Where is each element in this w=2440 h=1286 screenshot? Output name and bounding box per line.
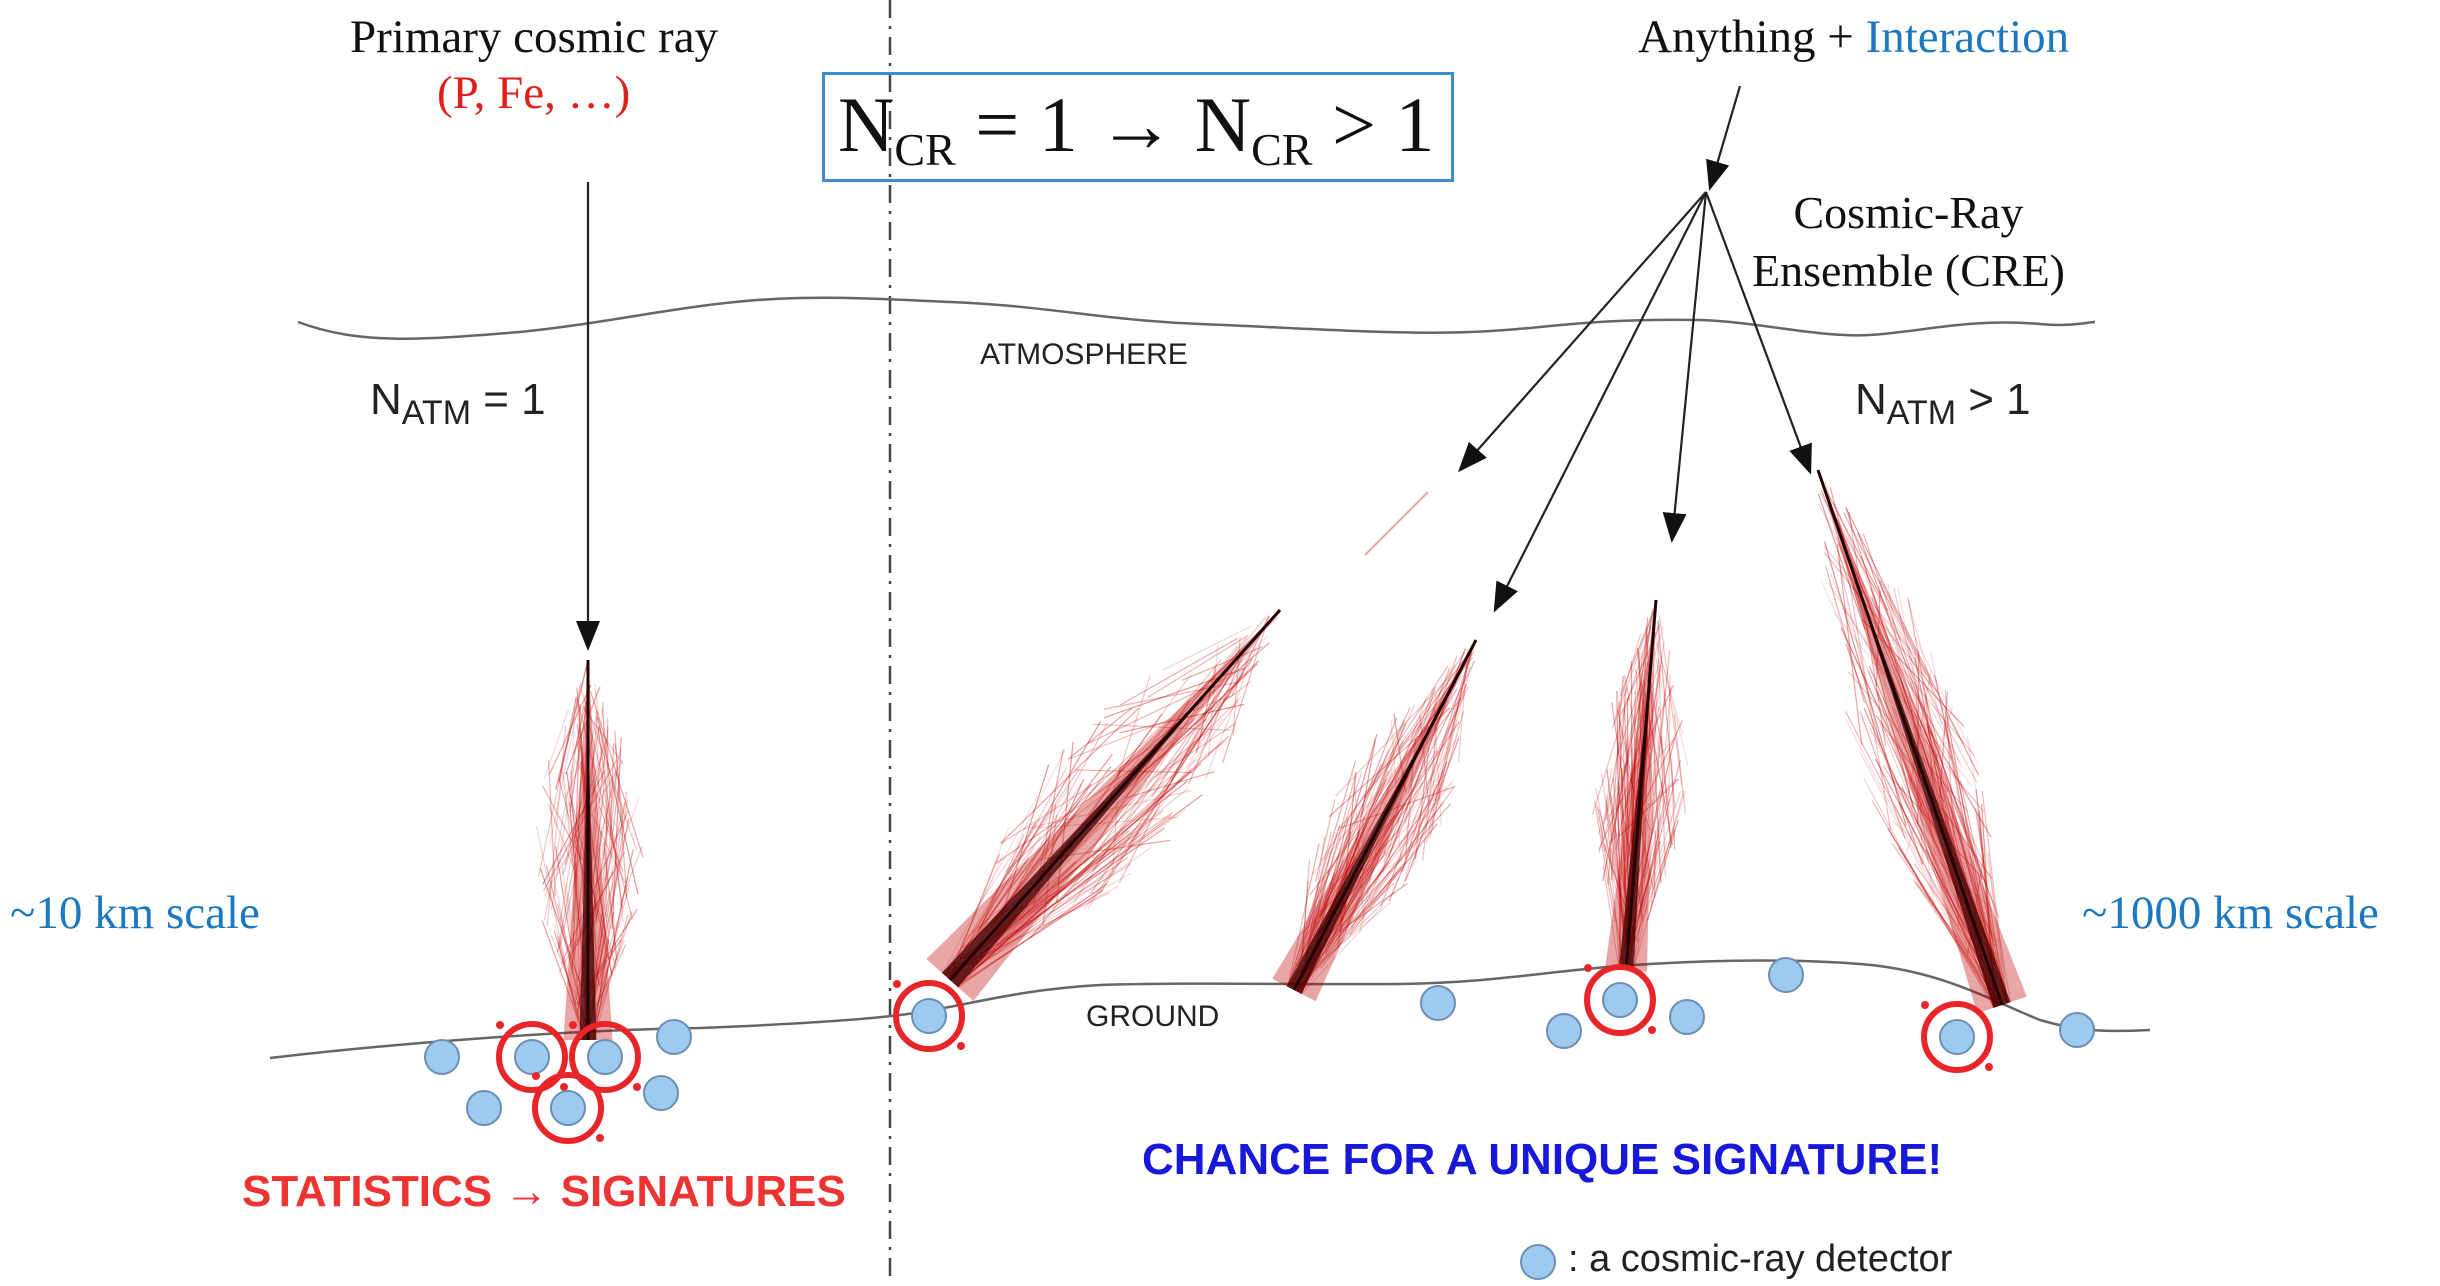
scale-left-label: ~10 km scale	[10, 890, 260, 937]
atmosphere-label: ATMOSPHERE	[980, 340, 1188, 370]
detector-11	[1584, 964, 1656, 1034]
cre-label: Cosmic-Ray Ensemble (CRE)	[1752, 184, 2065, 300]
natm-right-symbol: N	[1855, 375, 1887, 424]
detector-legend-text: : a cosmic-ray detector	[1568, 1240, 1952, 1278]
detector-10	[1547, 1014, 1581, 1048]
detector-5	[467, 1091, 501, 1125]
shower-left	[537, 660, 643, 1040]
statistics-signatures-label: STATISTICS → SIGNATURES	[242, 1170, 846, 1214]
anything-text: Anything +	[1638, 11, 1866, 63]
detector-1	[425, 1040, 459, 1074]
formula-right-sub: CR	[1251, 124, 1312, 175]
formula-right-rest: > 1	[1312, 81, 1434, 168]
natm-left-label: NATM = 1	[370, 378, 546, 430]
detector-4	[657, 1020, 691, 1054]
detector-15	[2060, 1013, 2094, 1047]
detector-12	[1670, 1000, 1704, 1034]
air-showers	[537, 470, 2027, 1040]
natm-right-label: NATM > 1	[1855, 378, 2031, 430]
detector-13	[1769, 958, 1803, 992]
detector-7	[644, 1076, 678, 1110]
primary-cosmic-ray-subtitle: (P, Fe, …)	[437, 70, 630, 117]
natm-left-symbol: N	[370, 375, 402, 424]
natm-right-sub: ATM	[1887, 394, 1956, 432]
interaction-arrow	[1710, 86, 1740, 188]
detector-14	[1921, 1001, 1993, 1071]
anything-interaction-title: Anything + Interaction	[1638, 14, 2069, 61]
detector-6	[532, 1072, 604, 1142]
formula-left-rest: = 1 →	[956, 81, 1195, 168]
formula-left-sub: CR	[894, 124, 955, 175]
natm-left-sub: ATM	[402, 394, 471, 432]
shower-4	[1818, 470, 2027, 1014]
primary-cosmic-ray-title: Primary cosmic ray	[350, 14, 718, 61]
atmosphere-boundary	[298, 298, 2095, 339]
interaction-text: Interaction	[1866, 11, 2070, 63]
legend-detector-icon	[1521, 1245, 1555, 1279]
shower-3	[1592, 600, 1688, 972]
cre-arrow-3	[1672, 192, 1706, 540]
formula-left-symbol: N	[838, 81, 894, 168]
unique-signature-label: CHANCE FOR A UNIQUE SIGNATURE!	[1142, 1138, 1942, 1182]
natm-left-rest: = 1	[471, 375, 546, 424]
scale-right-label: ~1000 km scale	[2082, 890, 2379, 937]
shower-1	[926, 610, 1280, 1001]
shower-2	[1272, 640, 1476, 1001]
shower-fragment	[1365, 492, 1428, 555]
formula: NCR = 1 → NCR > 1	[838, 86, 1434, 173]
natm-right-rest: > 1	[1956, 375, 2031, 424]
cre-arrow-2	[1495, 192, 1706, 610]
cre-label-line2: Ensemble (CRE)	[1752, 242, 2065, 300]
detectors	[425, 958, 2094, 1279]
formula-right-symbol: N	[1195, 81, 1251, 168]
cre-label-line1: Cosmic-Ray	[1752, 184, 2065, 242]
ground-label: GROUND	[1086, 1002, 1219, 1032]
detector-9	[1421, 986, 1455, 1020]
detector-2	[496, 1021, 568, 1091]
